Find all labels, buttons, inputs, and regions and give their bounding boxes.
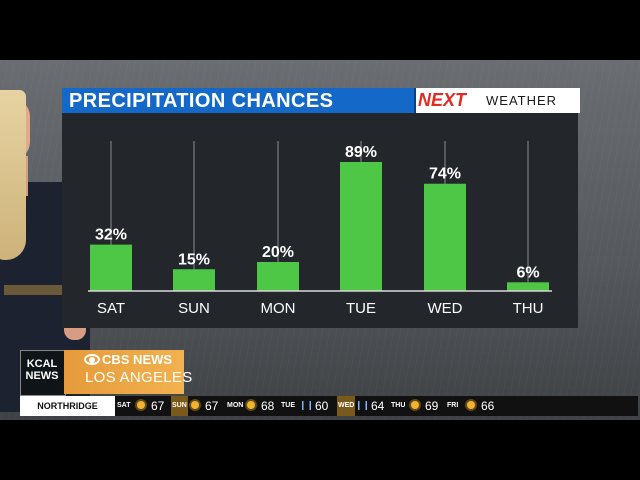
rain-icon: ❙❙ xyxy=(355,400,371,410)
data-label-sat: 32% xyxy=(95,227,127,244)
ticker-temp-fri: 66 xyxy=(481,399,495,413)
ticker-day-mon: MON xyxy=(227,402,244,409)
ticker-temp-sun: 67 xyxy=(205,399,219,413)
brand-weather-label: WEATHER xyxy=(486,93,558,108)
tick-label-thu: THU xyxy=(513,300,544,317)
tick-label-mon: MON xyxy=(261,300,296,317)
data-label-wed: 74% xyxy=(429,166,461,183)
ticker-day-tue: TUE xyxy=(281,402,295,409)
bar-mon xyxy=(257,262,299,291)
ticker-day-thu: THU xyxy=(391,402,406,409)
kcal-logo: KCAL NEWS xyxy=(22,358,62,382)
ticker-day-sun: SUN xyxy=(171,396,188,416)
data-label-mon: 20% xyxy=(262,244,294,261)
kcal-logo-box xyxy=(20,350,66,396)
bar-tue xyxy=(340,162,382,291)
ticker-day-sat: SAT xyxy=(117,402,131,409)
ticker-location: NORTHRIDGE xyxy=(20,396,115,416)
cbs-eye-icon xyxy=(84,354,100,365)
precipitation-chart: 32% SAT 15% SUN 20% MON 89% TUE 74% WED 6% THU xyxy=(88,141,552,317)
cbs-eye-pupil xyxy=(89,357,95,363)
bar-wed xyxy=(424,183,466,291)
data-label-tue: 89% xyxy=(345,144,377,161)
kcal-logo-line2: NEWS xyxy=(25,370,59,382)
presenter-hair xyxy=(0,90,26,260)
presenter-belt xyxy=(4,285,76,295)
ticker-temp-sat: 67 xyxy=(151,399,165,413)
cbs-news-label: CBS NEWS xyxy=(102,352,173,367)
tick-label-sun: SUN xyxy=(178,300,210,317)
data-label-thu: 6% xyxy=(516,264,539,281)
bar-sat xyxy=(90,244,132,291)
sun-icon xyxy=(247,401,255,409)
ticker-day-wed: WED xyxy=(337,396,356,416)
tick-label-wed: WED xyxy=(428,300,463,317)
ticker-temp-thu: 69 xyxy=(425,399,439,413)
sun-icon xyxy=(137,401,145,409)
brand-box xyxy=(414,88,580,113)
bar-sun xyxy=(173,269,215,291)
ticker-temp-mon: 68 xyxy=(261,399,275,413)
sun-icon xyxy=(411,401,419,409)
tick-label-tue: TUE xyxy=(346,300,376,317)
bar-thu xyxy=(507,282,549,291)
chart-panel xyxy=(62,113,578,328)
ticker-temp-tue: 60 xyxy=(315,399,329,413)
ticker-day-fri: FRI xyxy=(447,402,459,409)
data-label-sun: 15% xyxy=(178,251,210,268)
rain-icon: ❙❙ xyxy=(299,400,315,410)
ticker-temp-wed: 64 xyxy=(371,399,385,413)
sun-icon xyxy=(191,401,199,409)
kcal-logo-line1: KCAL xyxy=(26,358,58,370)
sun-icon xyxy=(467,401,475,409)
chart-title: PRECIPITATION CHANCES xyxy=(69,90,334,112)
cbs-city-label: LOS ANGELES xyxy=(85,369,193,386)
tick-label-sat: SAT xyxy=(97,300,125,317)
brand-next-logo: NEXT xyxy=(418,90,467,110)
